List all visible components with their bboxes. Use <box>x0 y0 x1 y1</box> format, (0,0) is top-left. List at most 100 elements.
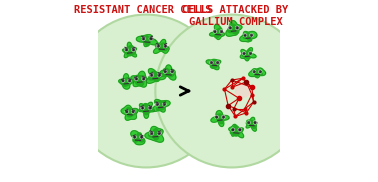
Ellipse shape <box>132 48 135 51</box>
Ellipse shape <box>125 48 128 51</box>
Polygon shape <box>149 71 162 82</box>
Ellipse shape <box>253 70 256 73</box>
Ellipse shape <box>216 117 217 118</box>
Ellipse shape <box>122 79 124 82</box>
Ellipse shape <box>141 137 142 138</box>
Polygon shape <box>163 68 175 77</box>
Ellipse shape <box>222 116 225 118</box>
Ellipse shape <box>122 80 124 81</box>
Polygon shape <box>139 102 155 118</box>
Ellipse shape <box>141 106 144 109</box>
Ellipse shape <box>133 49 134 50</box>
Ellipse shape <box>237 27 238 28</box>
Ellipse shape <box>158 132 161 135</box>
Polygon shape <box>149 129 160 140</box>
Ellipse shape <box>156 103 159 106</box>
Ellipse shape <box>150 132 153 135</box>
Ellipse shape <box>164 70 167 73</box>
Ellipse shape <box>126 111 127 112</box>
Ellipse shape <box>243 52 245 55</box>
Ellipse shape <box>259 70 262 73</box>
Polygon shape <box>206 60 221 70</box>
Polygon shape <box>133 133 144 142</box>
Ellipse shape <box>151 75 152 76</box>
Ellipse shape <box>244 53 245 54</box>
Ellipse shape <box>249 52 252 55</box>
Ellipse shape <box>149 37 152 40</box>
Polygon shape <box>123 46 135 56</box>
Polygon shape <box>211 111 229 126</box>
Polygon shape <box>119 74 134 89</box>
Polygon shape <box>152 100 170 112</box>
Text: RESISTANT CANCER CELLS: RESISTANT CANCER CELLS <box>74 5 211 15</box>
Ellipse shape <box>163 103 166 106</box>
Ellipse shape <box>223 117 224 118</box>
Polygon shape <box>126 108 135 117</box>
Ellipse shape <box>164 104 165 105</box>
Polygon shape <box>243 33 252 41</box>
Polygon shape <box>209 25 225 39</box>
Ellipse shape <box>254 71 255 72</box>
Polygon shape <box>242 50 251 59</box>
Ellipse shape <box>159 133 160 134</box>
Polygon shape <box>246 117 257 131</box>
Ellipse shape <box>245 35 246 36</box>
Polygon shape <box>229 124 244 138</box>
Ellipse shape <box>150 38 152 39</box>
Polygon shape <box>240 31 257 42</box>
Ellipse shape <box>140 136 143 138</box>
Polygon shape <box>246 120 256 128</box>
Ellipse shape <box>126 49 127 50</box>
Polygon shape <box>230 126 243 136</box>
Ellipse shape <box>142 37 145 40</box>
Ellipse shape <box>216 61 219 64</box>
Ellipse shape <box>164 45 167 47</box>
Polygon shape <box>216 114 223 124</box>
Polygon shape <box>155 43 167 51</box>
Ellipse shape <box>158 74 161 77</box>
Ellipse shape <box>129 80 130 81</box>
Ellipse shape <box>247 121 250 124</box>
Polygon shape <box>135 75 146 86</box>
Circle shape <box>155 15 308 167</box>
Ellipse shape <box>128 79 131 82</box>
Ellipse shape <box>142 77 145 80</box>
Ellipse shape <box>230 27 231 28</box>
Ellipse shape <box>149 106 152 109</box>
Ellipse shape <box>125 110 128 113</box>
Polygon shape <box>210 59 219 68</box>
Ellipse shape <box>150 107 151 108</box>
Ellipse shape <box>142 107 143 108</box>
Ellipse shape <box>220 30 223 33</box>
Polygon shape <box>146 69 166 83</box>
Polygon shape <box>131 131 145 145</box>
Ellipse shape <box>211 62 212 63</box>
Ellipse shape <box>159 75 160 76</box>
Ellipse shape <box>210 61 213 64</box>
Ellipse shape <box>254 121 256 124</box>
Ellipse shape <box>215 116 218 118</box>
Ellipse shape <box>143 38 144 39</box>
Polygon shape <box>131 71 147 87</box>
Ellipse shape <box>134 137 135 138</box>
Ellipse shape <box>150 74 153 77</box>
Ellipse shape <box>235 85 250 97</box>
Ellipse shape <box>165 71 166 72</box>
Ellipse shape <box>143 78 144 79</box>
Ellipse shape <box>171 70 174 73</box>
Ellipse shape <box>214 31 215 32</box>
Ellipse shape <box>232 129 234 130</box>
Ellipse shape <box>251 35 252 36</box>
Ellipse shape <box>158 46 159 47</box>
Polygon shape <box>226 21 242 36</box>
Ellipse shape <box>136 78 137 79</box>
Polygon shape <box>228 24 239 34</box>
Ellipse shape <box>165 46 166 47</box>
Polygon shape <box>249 68 266 78</box>
Polygon shape <box>145 126 164 142</box>
Ellipse shape <box>250 34 253 36</box>
Ellipse shape <box>239 128 241 131</box>
Ellipse shape <box>221 31 222 32</box>
Ellipse shape <box>133 136 136 138</box>
Ellipse shape <box>132 110 134 113</box>
